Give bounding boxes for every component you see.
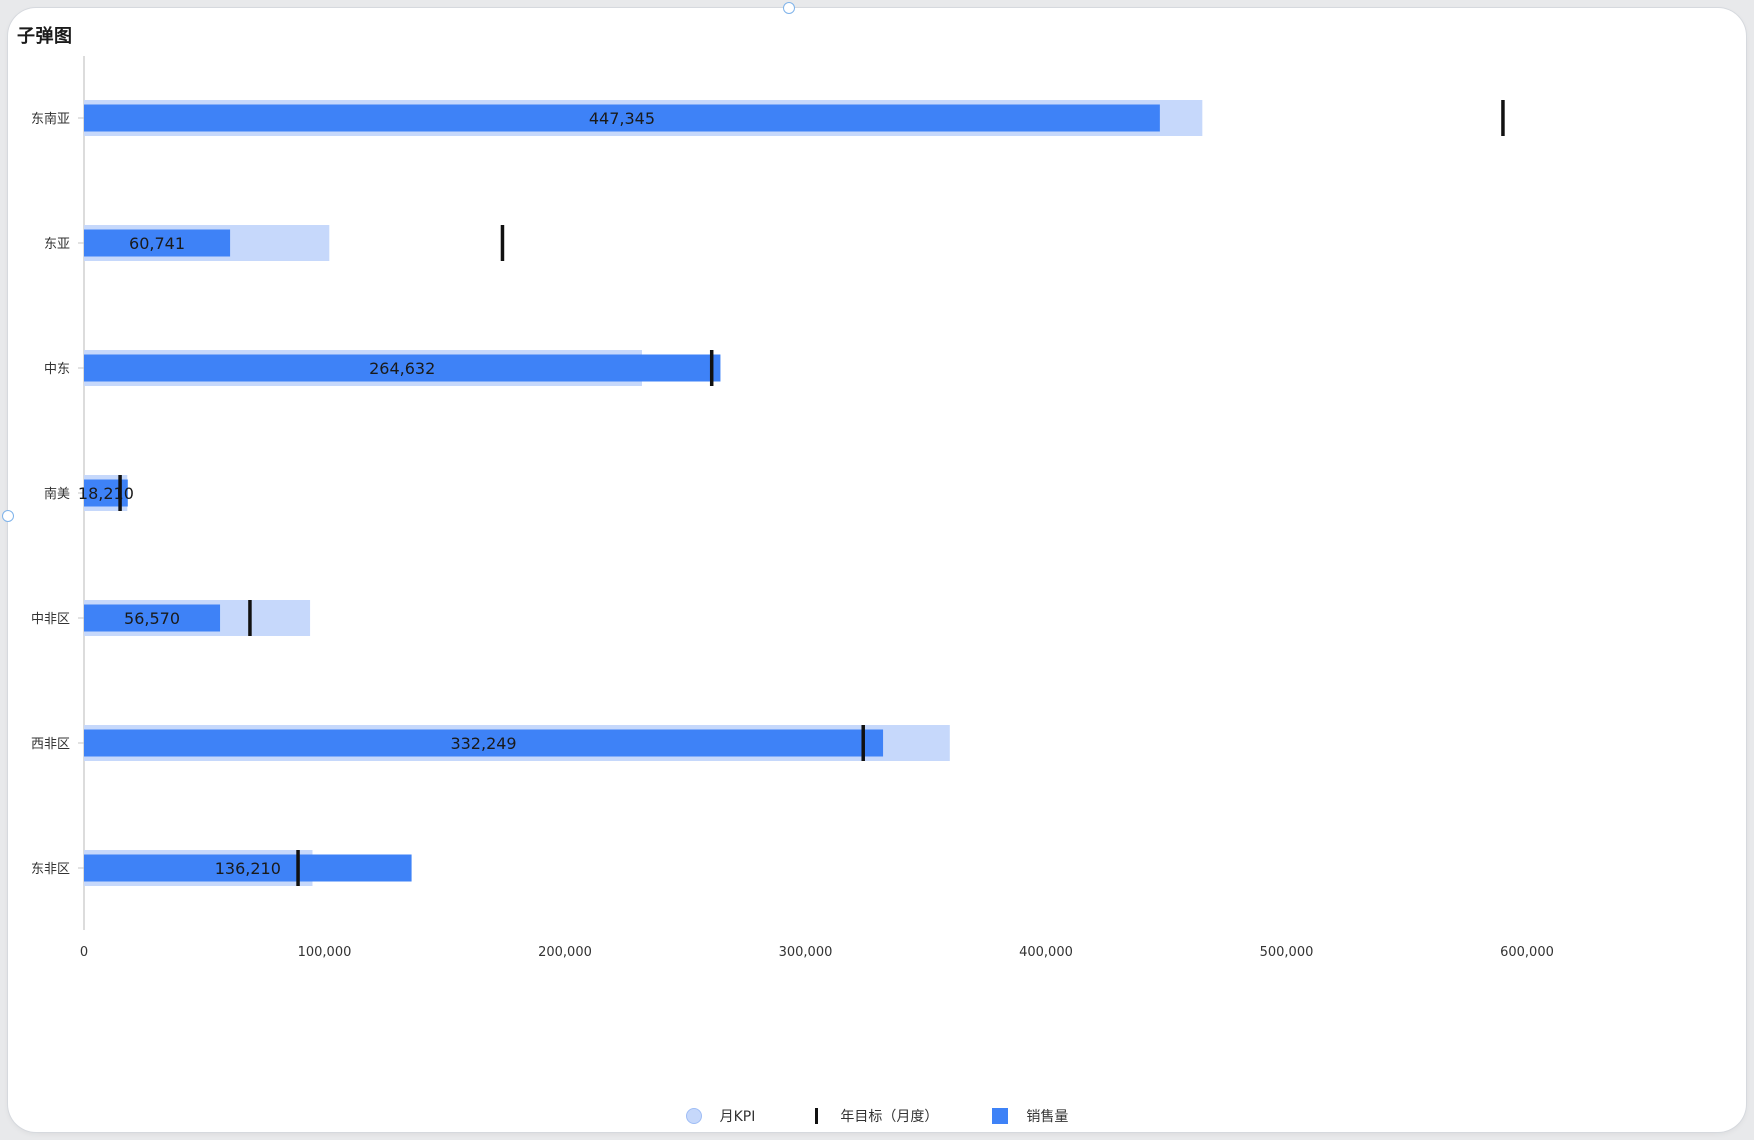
data-label: 136,210 xyxy=(215,859,281,878)
legend-kpi-swatch xyxy=(685,1108,702,1124)
data-label: 332,249 xyxy=(450,734,516,753)
legend-item-target[interactable]: 年目标（月度） xyxy=(809,1106,938,1126)
target-marker xyxy=(248,600,252,636)
resize-handle-top[interactable] xyxy=(783,2,795,14)
sales-bar xyxy=(84,354,721,382)
x-tick-label: 400,000 xyxy=(1019,945,1073,960)
x-tick-label: 500,000 xyxy=(1260,945,1314,960)
target-marker xyxy=(861,725,865,761)
data-label: 18,210 xyxy=(78,484,134,503)
chart-legend: 月KPI 年目标（月度） 销售量 xyxy=(8,1101,1746,1131)
legend-sales-label: 销售量 xyxy=(1026,1109,1069,1125)
x-tick-label: 200,000 xyxy=(538,945,592,960)
legend-item-sales[interactable]: 销售量 xyxy=(992,1106,1068,1126)
y-tick-label: 东南亚 xyxy=(31,111,70,127)
y-tick-label: 东亚 xyxy=(44,237,70,252)
sales-bar xyxy=(84,729,884,757)
resize-handle-left[interactable] xyxy=(2,510,14,522)
sales-bars xyxy=(84,104,1160,882)
sales-bar xyxy=(84,229,231,257)
kpi-bars xyxy=(84,100,1203,886)
y-tick-label: 中非区 xyxy=(31,612,70,627)
target-marker xyxy=(709,350,714,386)
target-marker xyxy=(500,225,505,261)
y-tick-label: 中东 xyxy=(44,362,70,377)
legend-kpi-label: 月KPI xyxy=(719,1109,756,1125)
sales-bar xyxy=(84,604,221,632)
sales-bar xyxy=(84,854,412,882)
data-label: 56,570 xyxy=(124,609,180,628)
x-tick-label: 0 xyxy=(80,945,88,960)
data-label: 447,345 xyxy=(589,109,655,128)
x-axis: 0 100,000 200,000 300,000 400,000 500,000 600,… xyxy=(80,945,1554,960)
data-label: 60,741 xyxy=(129,234,185,253)
target-markers xyxy=(118,100,1505,886)
sales-bar xyxy=(84,104,1160,132)
target-marker xyxy=(118,475,122,511)
y-tick-label: 西非区 xyxy=(31,737,70,752)
legend-target-label: 年目标（月度） xyxy=(840,1109,939,1125)
chart-card: 子弹图 东南亚东亚中东南美中非区西非区东非区 447,345 60,741 264,… xyxy=(8,8,1746,1132)
target-marker xyxy=(296,850,300,886)
y-tick-label: 南美 xyxy=(44,486,70,502)
target-marker xyxy=(1501,100,1505,136)
legend-item-kpi[interactable]: 月KPI xyxy=(685,1106,756,1126)
data-labels: 447,345 60,741 264,632 18,210 56,570 332,249 1… xyxy=(78,109,655,878)
x-tick-label: 300,000 xyxy=(779,945,833,960)
x-tick-label: 600,000 xyxy=(1500,945,1554,960)
legend-target-swatch xyxy=(815,1108,819,1124)
chart-title: 子弹图 xyxy=(17,26,73,47)
data-label: 264,632 xyxy=(369,359,435,378)
legend-sales-swatch xyxy=(992,1108,1009,1124)
x-tick-label: 100,000 xyxy=(298,945,352,960)
y-tick-label: 东非区 xyxy=(31,862,70,877)
